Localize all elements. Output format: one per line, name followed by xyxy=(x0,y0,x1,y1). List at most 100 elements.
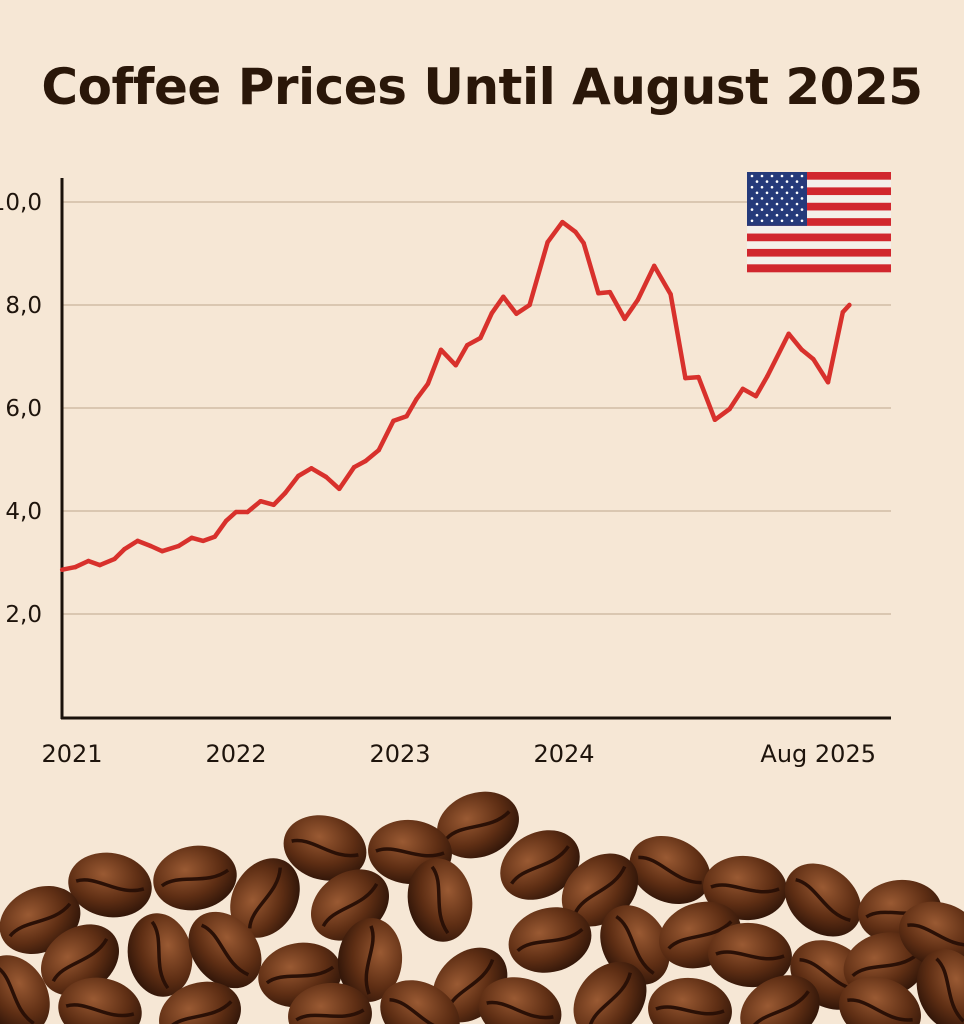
coffee-bean xyxy=(288,982,372,1024)
coffee-bean xyxy=(230,858,300,938)
data-point xyxy=(607,289,613,295)
data-point xyxy=(514,311,519,316)
coffee-bean xyxy=(508,907,592,973)
data-point xyxy=(201,538,206,544)
data-point xyxy=(212,534,217,539)
us-flag-icon xyxy=(747,172,891,273)
coffee-bean xyxy=(127,913,193,997)
data-point xyxy=(489,311,495,316)
coffee-bean xyxy=(708,922,792,988)
y-tick-label: 10,0 xyxy=(0,190,42,216)
coffee-bean xyxy=(629,835,711,905)
data-point xyxy=(86,558,91,564)
data-point xyxy=(122,546,127,552)
data-point xyxy=(596,290,601,296)
data-point xyxy=(414,397,419,402)
data-point xyxy=(59,567,65,572)
coffee-bean xyxy=(407,858,473,942)
coffee-bean xyxy=(380,980,460,1024)
data-point xyxy=(847,302,852,308)
data-point xyxy=(465,342,470,348)
coffee-bean xyxy=(188,911,262,989)
chart-title: Coffee Prices Until August 2025 xyxy=(41,58,923,116)
data-point xyxy=(527,302,532,308)
x-tick-label: Aug 2025 xyxy=(760,740,876,768)
coffee-bean xyxy=(784,863,862,937)
coffee-bean xyxy=(899,901,964,969)
data-point xyxy=(652,263,657,269)
data-point xyxy=(351,465,357,470)
data-point xyxy=(668,291,673,297)
data-point xyxy=(478,335,483,341)
data-point xyxy=(635,297,640,303)
data-point xyxy=(740,386,745,392)
price-line xyxy=(59,219,852,572)
data-point xyxy=(425,381,431,386)
data-point xyxy=(135,538,140,544)
data-point xyxy=(811,356,816,362)
coffee-bean xyxy=(58,977,142,1024)
data-point xyxy=(404,414,409,419)
data-point xyxy=(271,502,276,508)
data-point xyxy=(283,490,288,496)
coffee-bean xyxy=(153,845,237,911)
data-point xyxy=(727,406,732,412)
data-point xyxy=(73,564,78,570)
data-point xyxy=(233,509,239,515)
coffee-bean xyxy=(0,955,50,1024)
data-point xyxy=(363,458,368,464)
data-point xyxy=(683,375,688,381)
coffee-bean xyxy=(839,976,921,1024)
coffee-bean xyxy=(740,975,820,1024)
data-point xyxy=(753,393,759,399)
data-point xyxy=(258,499,263,504)
y-tick-label: 4,0 xyxy=(5,499,42,525)
data-point xyxy=(453,363,458,368)
coffee-bean xyxy=(437,791,519,859)
data-point xyxy=(573,229,578,235)
coffee-bean xyxy=(573,961,647,1024)
data-point xyxy=(223,518,229,523)
data-point xyxy=(376,448,381,453)
data-point xyxy=(438,347,444,353)
coffee-bean xyxy=(478,977,562,1024)
data-point xyxy=(799,347,804,353)
data-point xyxy=(309,466,314,471)
data-point xyxy=(696,374,701,380)
data-point xyxy=(176,543,181,549)
coffee-bean xyxy=(648,977,732,1024)
coffee-bean xyxy=(500,830,580,900)
x-tick-label: 2023 xyxy=(369,740,430,768)
y-tick-label: 8,0 xyxy=(5,293,42,319)
data-point xyxy=(189,535,194,540)
coffee-bean xyxy=(159,981,241,1024)
data-point xyxy=(97,562,103,568)
data-point xyxy=(840,310,845,315)
data-point xyxy=(825,380,831,385)
data-point xyxy=(296,473,301,479)
x-tick-label: 2022 xyxy=(205,740,266,768)
coffee-bean xyxy=(283,815,367,881)
data-point xyxy=(112,556,117,562)
data-point xyxy=(160,548,165,554)
data-point xyxy=(712,417,718,423)
data-point xyxy=(786,331,791,337)
data-point xyxy=(337,486,342,492)
coffee-bean xyxy=(916,949,964,1024)
data-point xyxy=(324,474,329,480)
data-point xyxy=(581,241,586,246)
data-point xyxy=(148,543,153,549)
data-point xyxy=(545,239,550,245)
data-point xyxy=(501,294,506,299)
data-point xyxy=(765,373,770,379)
coffee-bean xyxy=(68,852,152,918)
x-tick-label: 2024 xyxy=(533,740,594,768)
data-point xyxy=(391,418,396,424)
coffee-beans-image xyxy=(0,791,964,1024)
y-tick-label: 2,0 xyxy=(5,602,42,628)
coffee-bean xyxy=(337,918,403,1002)
y-tick-label: 6,0 xyxy=(5,396,42,422)
x-tick-label: 2021 xyxy=(41,740,102,768)
data-point xyxy=(560,219,565,225)
